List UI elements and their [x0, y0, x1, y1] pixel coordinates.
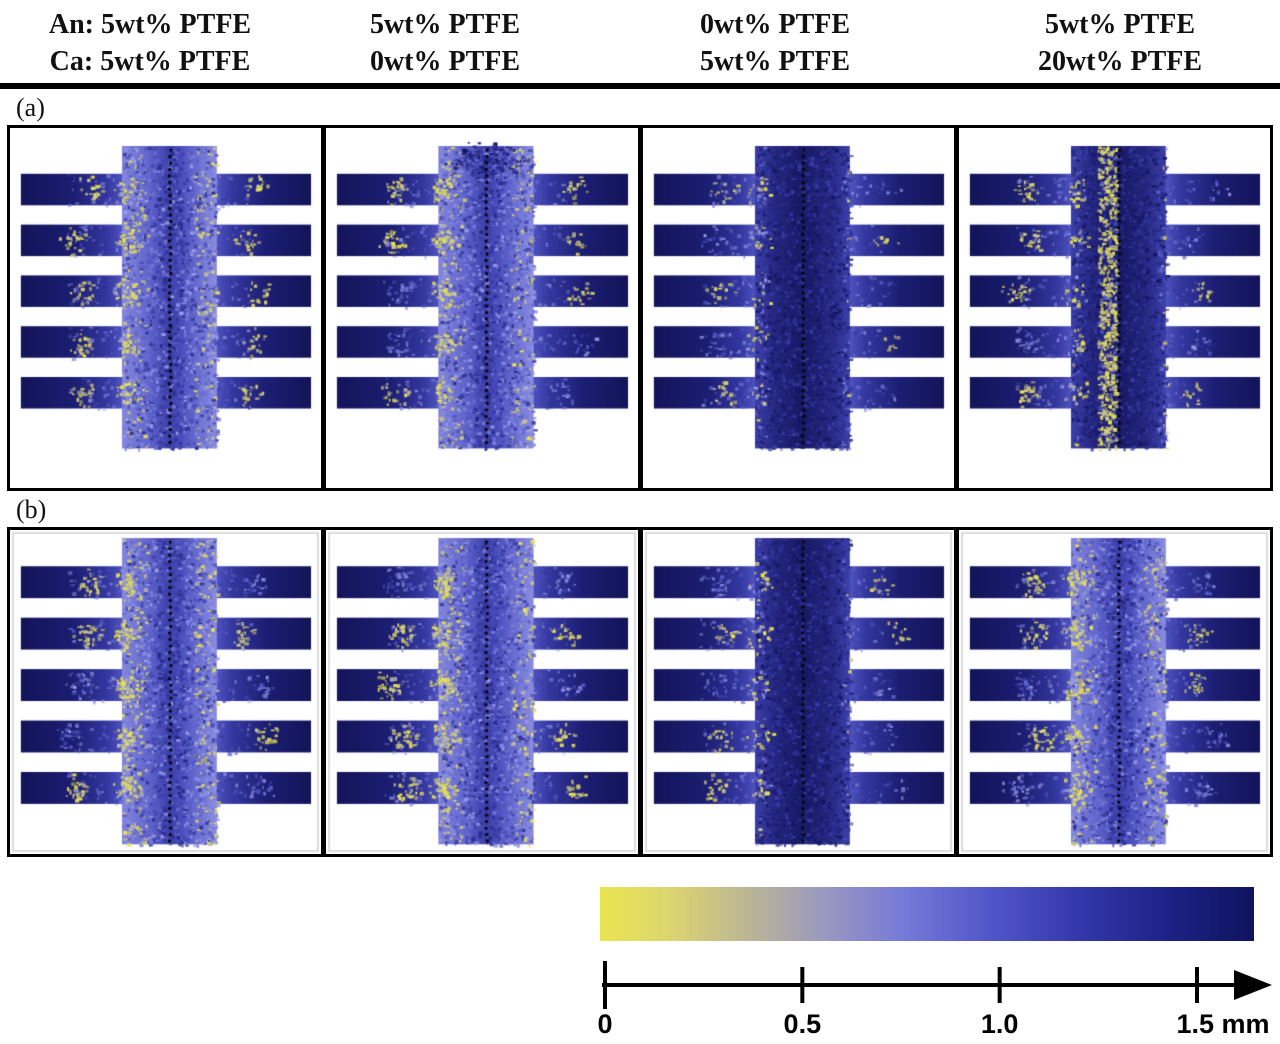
- column-header-line: 5wt% PTFE: [699, 46, 851, 77]
- heatmap-panel-b4: [953, 530, 1270, 854]
- column-headers: An: 5wt% PTFE Ca: 5wt% PTFE 5wt% PTFE 0w…: [0, 0, 1280, 80]
- column-header-line: Ca: 5wt% PTFE: [49, 46, 251, 77]
- water-map-canvas: [10, 530, 322, 854]
- heatmap-panel-a1: [10, 128, 322, 488]
- heatmap-panel-b1: [10, 530, 322, 854]
- colorbar: [600, 887, 1254, 941]
- water-map-canvas: [958, 530, 1270, 854]
- legend: 0 0.5 1.0 1.5 mm: [0, 857, 1280, 1044]
- column-header-1: An: 5wt% PTFE Ca: 5wt% PTFE: [0, 6, 300, 80]
- column-header-line: 5wt% PTFE: [369, 9, 521, 40]
- header-divider: [0, 83, 1280, 89]
- row-label-b: (b): [16, 495, 47, 524]
- heatmap-panel-a3: [637, 128, 954, 488]
- heatmap-panel-a4: [953, 128, 1270, 488]
- scale-tick-label: 0: [597, 1009, 612, 1039]
- panel-row-a: [7, 125, 1273, 491]
- column-header-line: An: 5wt% PTFE: [48, 9, 252, 40]
- heatmap-panel-b3: [637, 530, 954, 854]
- column-header-line: 5wt% PTFE: [1044, 9, 1196, 40]
- water-map-canvas: [326, 128, 638, 488]
- column-header-line: 20wt% PTFE: [1037, 46, 1203, 77]
- scale-axis: 0 0.5 1.0 1.5 mm: [597, 961, 1272, 1039]
- scale-tick-label: 1.0: [981, 1009, 1019, 1039]
- row-label-a: (a): [16, 93, 45, 122]
- panel-row-b: [7, 527, 1273, 857]
- scale-arrowhead: [1234, 970, 1272, 1000]
- water-map-canvas: [958, 128, 1270, 488]
- column-header-line: 0wt% PTFE: [369, 46, 521, 77]
- heatmap-panel-b2: [321, 530, 638, 854]
- column-header-line: 0wt% PTFE: [699, 9, 851, 40]
- scale-tick-label: 1.5 mm: [1176, 1009, 1269, 1039]
- scale-tick-label: 0.5: [784, 1009, 822, 1039]
- water-map-canvas: [326, 530, 638, 854]
- column-header-3: 0wt% PTFE 5wt% PTFE: [590, 6, 960, 80]
- water-map-canvas: [642, 128, 954, 488]
- water-map-canvas: [642, 530, 954, 854]
- column-header-2: 5wt% PTFE 0wt% PTFE: [300, 6, 590, 80]
- column-header-4: 5wt% PTFE 20wt% PTFE: [960, 6, 1280, 80]
- heatmap-panel-a2: [321, 128, 638, 488]
- water-map-canvas: [10, 128, 322, 488]
